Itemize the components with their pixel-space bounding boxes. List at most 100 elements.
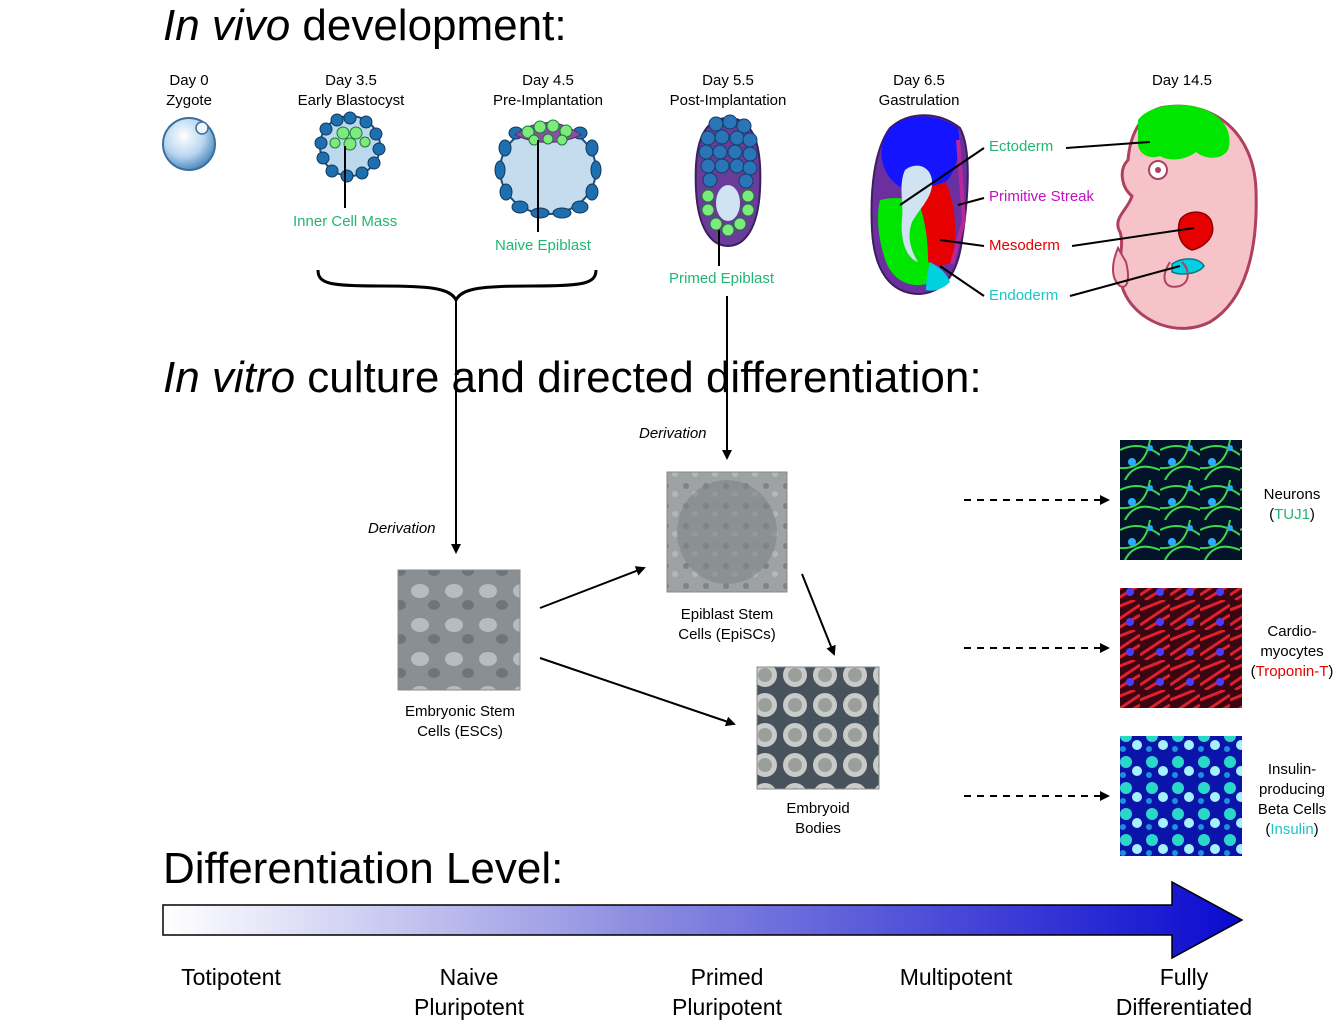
caption-line: Embryoid xyxy=(786,800,850,817)
caption-neurons: Neurons (TUJ1) xyxy=(1212,485,1336,525)
in-vitro-heading: In vitro culture and directed differenti… xyxy=(163,354,982,402)
caption-beta-cells: Insulin- producing Beta Cells (Insulin) xyxy=(1212,760,1336,840)
stage-day3-5: Day 3.5 Early Blastocyst xyxy=(261,71,441,111)
level-line: Multipotent xyxy=(899,964,1013,990)
caption-line: Beta Cells xyxy=(1257,801,1327,818)
level-line: Pluripotent xyxy=(414,994,524,1020)
level-line: Differentiated xyxy=(1115,994,1253,1020)
stage-name: Post-Implantation xyxy=(669,92,787,109)
pointer-fetus-endoderm xyxy=(1069,265,1181,297)
level-line: Fully xyxy=(1159,964,1209,990)
beta-cells-micrograph xyxy=(1120,736,1242,856)
paren: ( xyxy=(1265,821,1271,838)
caption-line: Bodies xyxy=(795,820,841,837)
pointer-fetus-ectoderm xyxy=(1065,141,1151,149)
level-line: Totipotent xyxy=(181,964,281,990)
caption-line: Neurons xyxy=(1263,486,1321,503)
level-line: Pluripotent xyxy=(672,994,782,1020)
stage-day5-5: Day 5.5 Post-Implantation xyxy=(638,71,818,111)
caption-escs: Embryonic Stem Cells (ESCs) xyxy=(380,702,540,742)
heading-italic: In vitro xyxy=(163,353,296,402)
stage-day: Day 4.5 xyxy=(522,72,574,89)
level-naive-pluripotent: Naive Pluripotent xyxy=(369,962,569,1022)
embryoid-bodies-micrograph xyxy=(756,666,880,790)
caption-line: myocytes xyxy=(1260,643,1324,660)
cardiomyocytes-micrograph xyxy=(1120,588,1242,708)
stage-day4-5: Day 4.5 Pre-Implantation xyxy=(458,71,638,111)
pointer-fetus-mesoderm xyxy=(1071,227,1195,247)
stage-day: Day 3.5 xyxy=(325,72,377,89)
paren: ) xyxy=(1313,821,1319,838)
stage-day14-5: Day 14.5 xyxy=(1092,71,1272,91)
heading-italic: In vivo xyxy=(163,1,291,50)
zygote-illustration xyxy=(162,117,216,171)
stage-day: Day 14.5 xyxy=(1151,72,1213,89)
pointer-primitive-streak xyxy=(957,197,985,206)
caption-line: Epiblast Stem xyxy=(680,606,774,623)
label-naive-epiblast: Naive Epiblast xyxy=(495,237,591,254)
level-line: Naive xyxy=(439,964,499,990)
label-inner-cell-mass: Inner Cell Mass xyxy=(293,213,398,230)
level-totipotent: Totipotent xyxy=(131,962,331,992)
stage-day: Day 0 xyxy=(169,72,209,89)
caption-marker-line: (Insulin) xyxy=(1212,820,1336,840)
caption-line: Cardio- xyxy=(1267,623,1317,640)
stage-day0: Day 0 Zygote xyxy=(99,71,279,111)
heading-rest: culture and directed differentiation: xyxy=(295,353,982,402)
marker-insulin: Insulin xyxy=(1270,821,1314,838)
neurons-micrograph xyxy=(1120,440,1242,560)
label-primed-epiblast: Primed Epiblast xyxy=(669,270,775,287)
derivation-label-epi: Derivation xyxy=(639,425,707,442)
differentiation-gradient-arrow xyxy=(162,880,1244,960)
differentiation-level-heading: Differentiation Level: xyxy=(163,845,563,893)
level-multipotent: Multipotent xyxy=(856,962,1056,992)
derivation-label-esc: Derivation xyxy=(368,520,436,537)
level-primed-pluripotent: Primed Pluripotent xyxy=(627,962,827,1022)
level-fully-differentiated: Fully Differentiated xyxy=(1084,962,1284,1022)
label-mesoderm: Mesoderm xyxy=(989,237,1060,254)
stage-day6-5: Day 6.5 Gastrulation xyxy=(829,71,1009,111)
arrow-esc-to-eb xyxy=(539,657,736,727)
caption-marker-line: (Troponin-T) xyxy=(1212,662,1336,682)
caption-cardiomyocytes: Cardio- myocytes (Troponin-T) xyxy=(1212,622,1336,682)
caption-line: Embryonic Stem xyxy=(404,703,516,720)
label-endoderm: Endoderm xyxy=(989,287,1059,304)
early-blastocyst-illustration xyxy=(314,111,386,183)
stage-name: Zygote xyxy=(166,92,212,109)
stage-name: Gastrulation xyxy=(878,92,960,109)
arrow-episc-to-eb xyxy=(801,573,836,656)
label-primitive-streak: Primitive Streak xyxy=(989,188,1095,205)
paren: ( xyxy=(1250,663,1256,680)
caption-line: Cells (ESCs) xyxy=(417,723,503,740)
paren: ) xyxy=(1328,663,1334,680)
caption-line: Insulin- xyxy=(1267,761,1317,778)
stage-day: Day 5.5 xyxy=(702,72,754,89)
brace-icon xyxy=(316,269,598,304)
pointer-mesoderm xyxy=(939,239,985,247)
caption-line: producing xyxy=(1259,781,1325,798)
stage-name: Pre-Implantation xyxy=(492,92,604,109)
heading-text: Differentiation Level: xyxy=(163,844,564,893)
paren: ( xyxy=(1269,506,1275,523)
pointer-ectoderm xyxy=(899,147,985,206)
label-ectoderm: Ectoderm xyxy=(989,138,1054,155)
fetus-illustration xyxy=(1112,104,1258,330)
marker-troponin: Troponin-T xyxy=(1255,663,1329,680)
stage-name: Early Blastocyst xyxy=(297,92,405,109)
pointer-endoderm xyxy=(939,265,985,297)
heading-rest: development: xyxy=(290,1,567,50)
caption-line: Cells (EpiSCs) xyxy=(678,626,776,643)
caption-episcs: Epiblast Stem Cells (EpiSCs) xyxy=(647,605,807,645)
caption-embryoid-bodies: Embryoid Bodies xyxy=(738,799,898,839)
gastrulation-illustration xyxy=(870,114,969,296)
post-implantation-illustration xyxy=(694,114,762,248)
pre-implantation-illustration xyxy=(494,119,602,219)
arrow-esc-to-episc xyxy=(539,566,646,609)
caption-marker-line: (TUJ1) xyxy=(1212,505,1336,525)
esc-micrograph xyxy=(397,569,521,691)
paren: ) xyxy=(1309,506,1315,523)
level-line: Primed xyxy=(690,964,764,990)
marker-tuj1: TUJ1 xyxy=(1274,506,1310,523)
